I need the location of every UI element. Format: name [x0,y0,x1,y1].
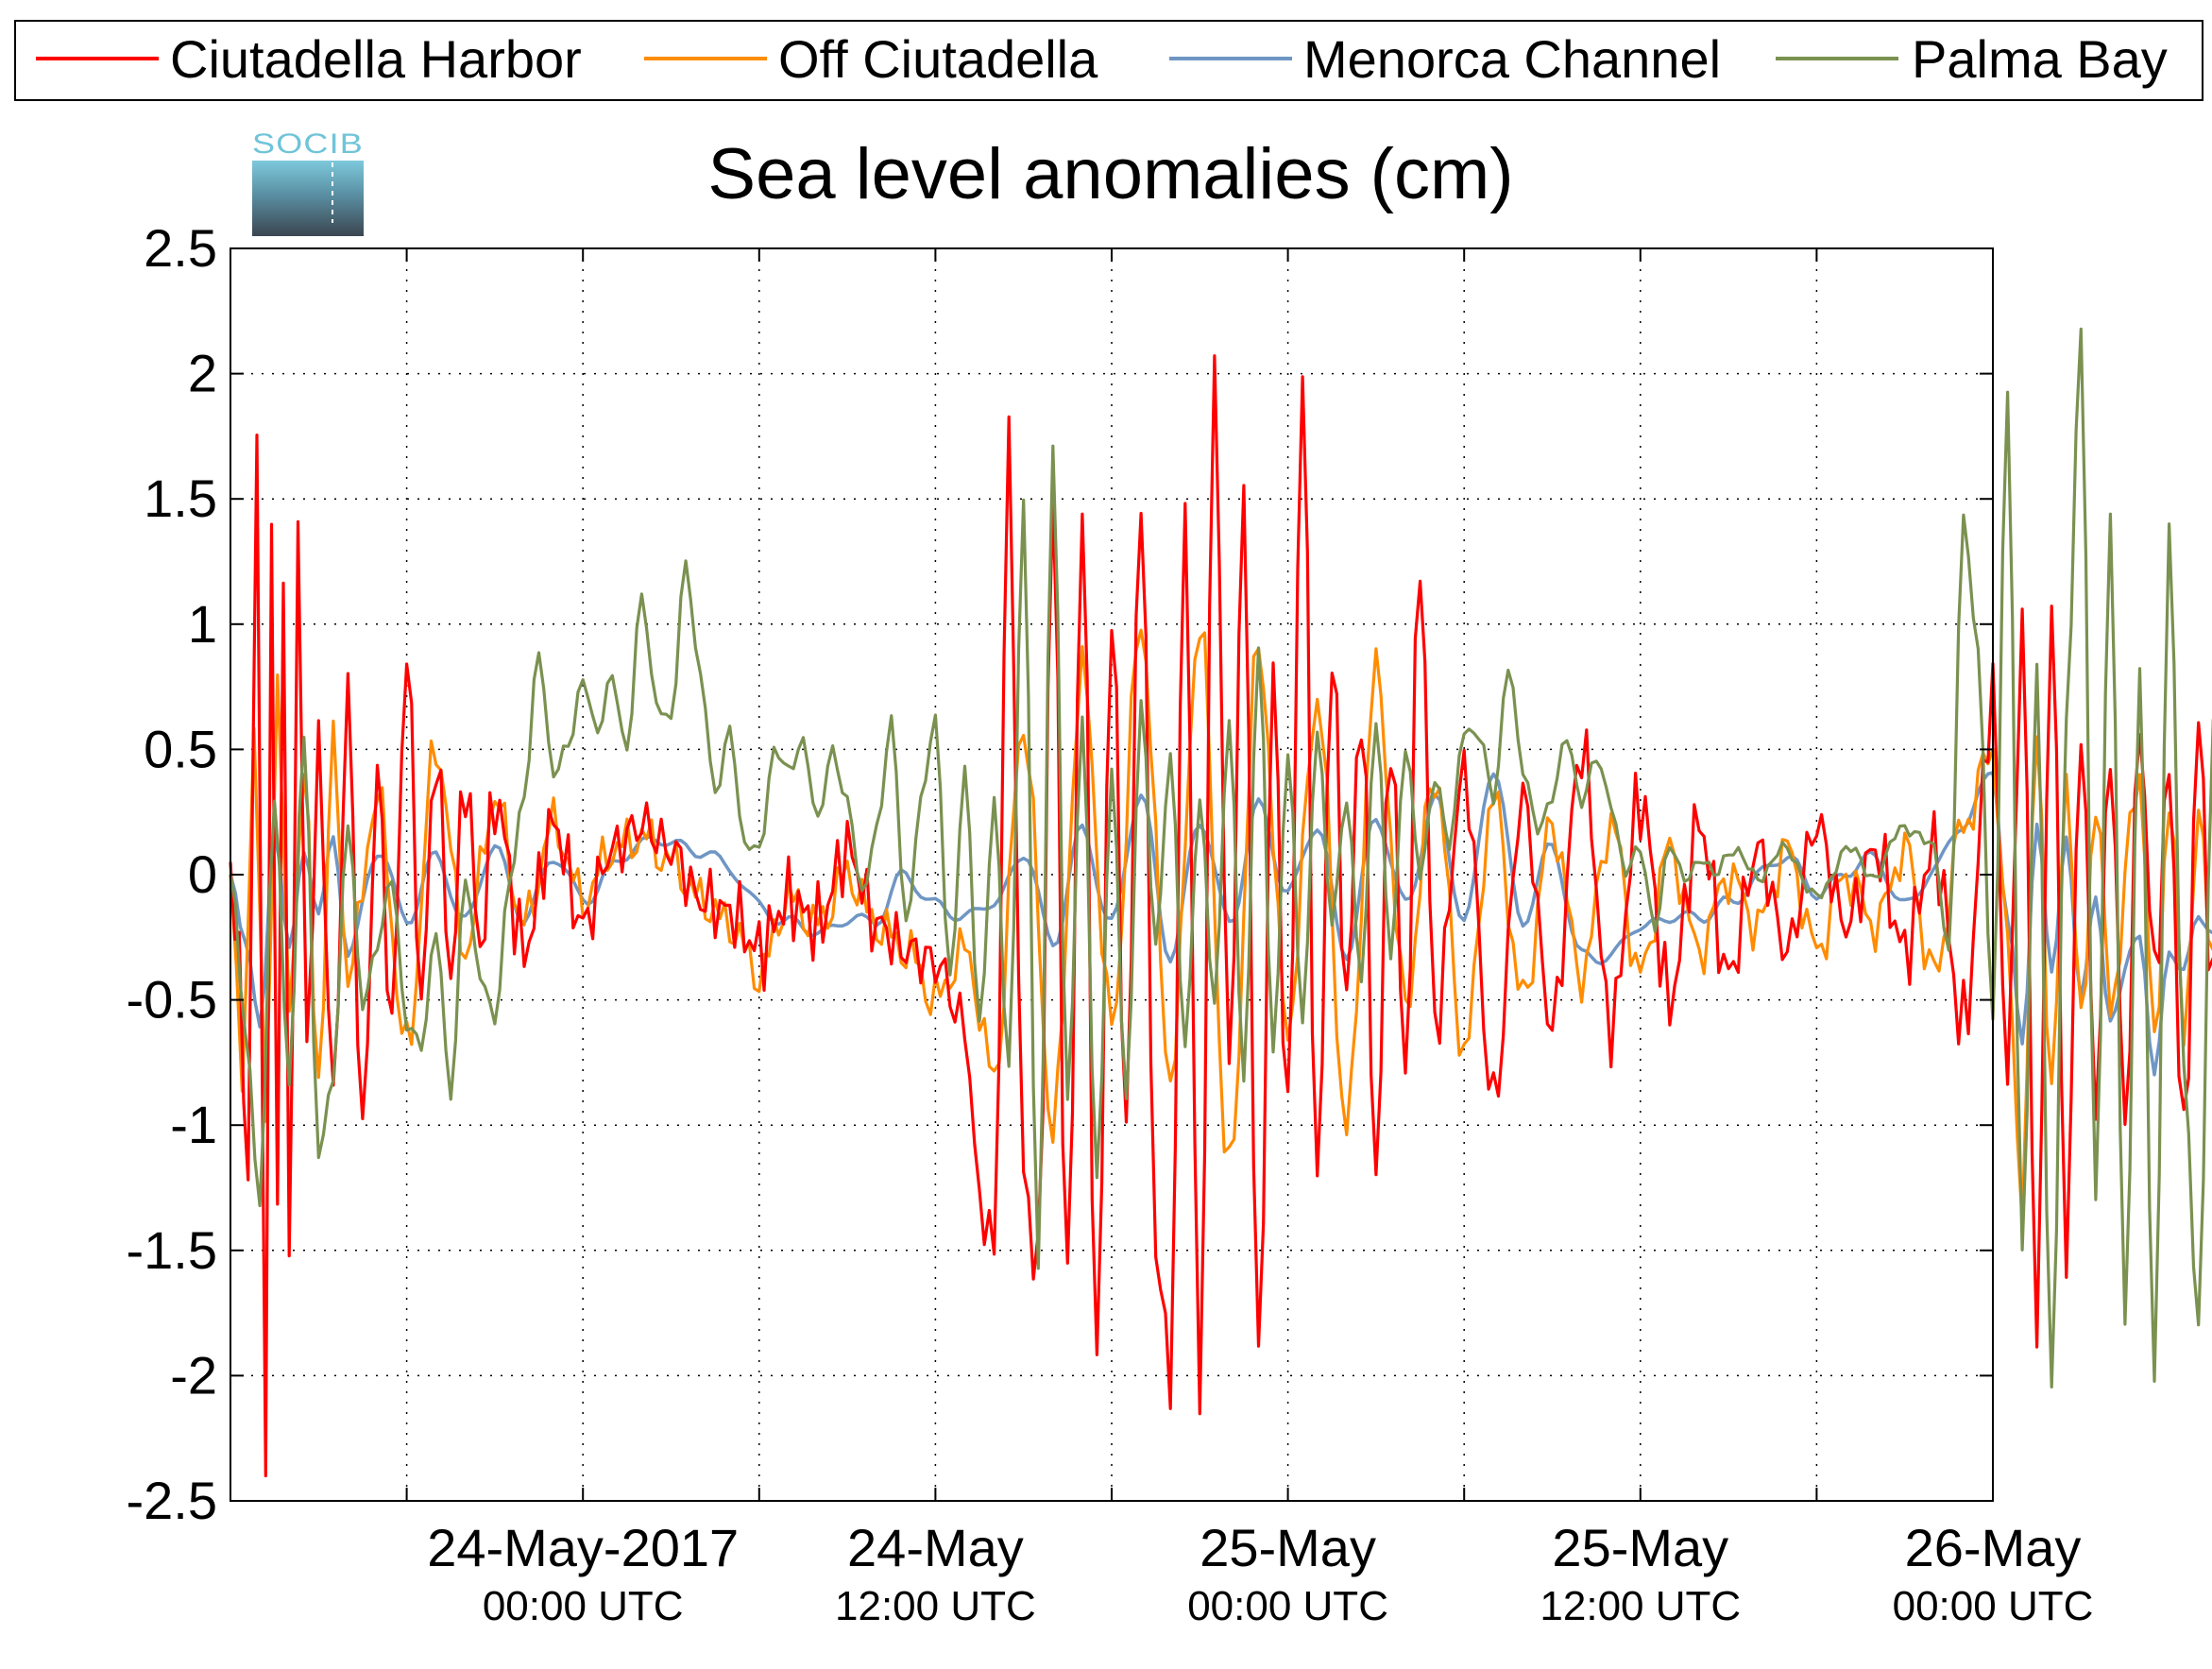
x-tick-label: 24-May [847,1518,1024,1577]
x-tick-label: 25-May [1552,1518,1728,1577]
grid-lines [230,248,1993,1501]
axis-ticks [230,247,1993,1502]
y-tick-label: 1 [188,594,217,654]
y-tick-label: 2 [188,344,217,403]
series-line-menorca-channel [229,771,2212,1077]
y-tick-labels: 2.5 2 1.5 1 0.5 0 -0.5 -1 -1.5 -2 -2.5 [127,218,218,1530]
series-line-ciutadella-harbor [229,354,2212,1478]
logo-water-shape [252,161,364,236]
series-line-palma-bay [229,327,2212,1389]
x-tick-label: 24-May-2017 [427,1518,739,1577]
legend: Ciutadella Harbor Off Ciutadella Menorca… [14,20,2203,101]
y-tick-label: 0.5 [144,719,217,778]
y-tick-label: -0.5 [127,970,218,1030]
series-lines [229,327,2212,1478]
logo-text: SOCIB [252,128,364,160]
x-tick-sublabel: 00:00 UTC [1187,1583,1388,1629]
chart-title: Sea level anomalies (cm) [707,134,1513,214]
x-tick-label: 25-May [1200,1518,1376,1577]
y-tick-label: -2.5 [127,1471,218,1530]
y-tick-label: -2 [170,1345,217,1405]
x-tick-sublabel: 00:00 UTC [1893,1583,2094,1629]
socib-logo: SOCIB [252,128,364,236]
legend-label-palma-bay: Palma Bay [1912,29,2168,89]
y-tick-label: -1.5 [127,1220,218,1280]
y-tick-label: 0 [188,844,217,904]
x-tick-label: 26-May [1905,1518,2082,1577]
x-tick-sublabel: 12:00 UTC [1540,1583,1741,1629]
legend-label-menorca-channel: Menorca Channel [1303,29,1721,89]
y-tick-label: 2.5 [144,218,217,278]
x-tick-labels: 24-May-2017 00:00 UTC 24-May 12:00 UTC 25-Ma… [427,1518,2093,1629]
y-tick-label: -1 [170,1095,217,1154]
x-tick-sublabel: 00:00 UTC [483,1583,684,1629]
y-tick-label: 1.5 [144,468,217,528]
x-tick-sublabel: 12:00 UTC [835,1583,1036,1629]
legend-label-off-ciutadella: Off Ciutadella [778,29,1098,89]
legend-label-ciutadella-harbor: Ciutadella Harbor [170,29,582,89]
